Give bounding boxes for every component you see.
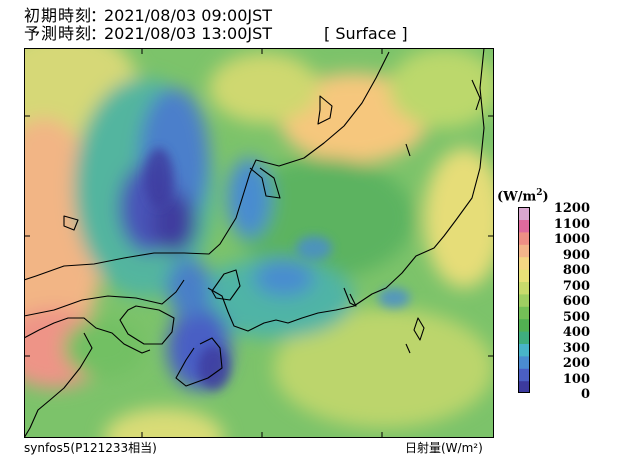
forecast-time-line: 予測時刻：2021/08/03 13:00JST (24, 25, 272, 43)
model-source-label: synfos5(P121233相当) (24, 441, 157, 455)
map-frame (24, 48, 494, 438)
colorbar-segment (518, 331, 530, 344)
colorbar-segment (518, 207, 530, 220)
colorbar-segment (518, 244, 530, 258)
colorbar-segment (518, 281, 530, 295)
colorbar-tick-label: 800 (562, 263, 590, 278)
initial-time-line: 初期時刻：2021/08/03 09:00JST (24, 7, 272, 25)
initial-time-value: 2021/08/03 09:00JST (104, 6, 273, 25)
colorbar-segment (518, 231, 530, 245)
colorbar-tick-label: 700 (562, 278, 590, 294)
colorbar-segment (518, 380, 530, 393)
colorbar-segment (518, 368, 530, 382)
colorbar-frame (518, 207, 530, 393)
initial-time-colon: ： (90, 6, 107, 25)
colorbar-segment (518, 293, 530, 307)
radiation-field (24, 48, 494, 438)
forecast-time-value: 2021/08/03 13:00JST (104, 24, 273, 43)
forecast-time-label: 予測時刻 (24, 24, 93, 43)
colorbar-tick-label: 400 (562, 325, 590, 340)
colorbar-tick-label: 200 (562, 356, 590, 371)
colorbar-tick-label: 300 (562, 340, 590, 356)
forecast-time-colon: ： (90, 24, 107, 43)
colorbar-segment (518, 269, 530, 282)
colorbar-tick-label: 900 (562, 247, 590, 263)
colorbar-tick-label: 1000 (553, 232, 590, 247)
colorbar-tick-label: 600 (562, 294, 590, 309)
variable-label: 日射量(W/m²) (405, 441, 483, 455)
colorbar-segment (518, 343, 530, 357)
colorbar-tick-label: 1200 (553, 201, 590, 216)
colorbar-unit: (W/m2) (497, 186, 549, 204)
colorbar-segment (518, 256, 530, 270)
coastlines (24, 48, 485, 438)
colorbar-unit-suffix: ) (542, 189, 549, 205)
solar-radiation-map (24, 48, 494, 438)
colorbar-segment (518, 306, 530, 320)
colorbar-tick-label: 1100 (553, 216, 590, 232)
initial-time-label: 初期時刻 (24, 6, 93, 25)
colorbar-tick-label: 500 (562, 309, 590, 325)
colorbar-unit-prefix: (W/m (497, 189, 537, 205)
level-label: [ Surface ] (324, 24, 408, 43)
colorbar-segment (518, 355, 530, 369)
colorbar-segment (518, 219, 530, 233)
colorbar (518, 207, 530, 393)
colorbar-segment (518, 318, 530, 332)
colorbar-tick-label: 0 (580, 387, 590, 402)
colorbar-tick-label: 100 (562, 371, 590, 387)
colorbar-unit-sup: 2 (536, 188, 543, 198)
